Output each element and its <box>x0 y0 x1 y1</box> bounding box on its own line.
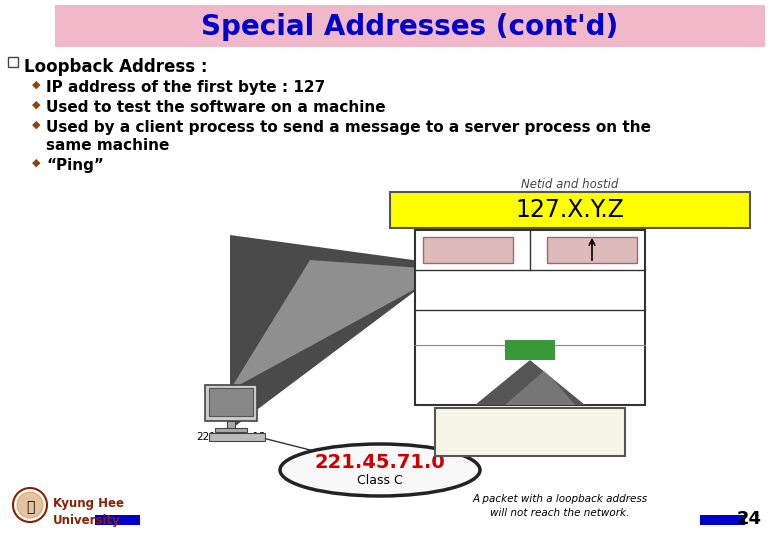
Text: IP address of the first byte : 127: IP address of the first byte : 127 <box>46 80 325 95</box>
Bar <box>227 421 235 428</box>
Ellipse shape <box>280 444 480 496</box>
Text: Process 1: Process 1 <box>440 244 496 256</box>
Text: Netid and hostid: Netid and hostid <box>521 178 619 191</box>
Bar <box>435 408 625 456</box>
Text: ◆: ◆ <box>32 80 41 90</box>
Circle shape <box>17 492 43 518</box>
Bar <box>415 230 645 405</box>
Bar <box>95 515 140 525</box>
Text: TCP or UDP: TCP or UDP <box>493 284 567 296</box>
Bar <box>547 237 637 263</box>
Text: 24: 24 <box>737 510 762 528</box>
Text: Class C: Class C <box>357 474 403 487</box>
Bar <box>700 515 745 525</box>
Text: IP: IP <box>524 321 536 334</box>
Text: 221.45.71.12: 221.45.71.12 <box>196 432 266 442</box>
Text: ◆: ◆ <box>32 158 41 168</box>
Polygon shape <box>475 360 585 405</box>
Text: ◆: ◆ <box>32 100 41 110</box>
Bar <box>505 340 555 360</box>
Text: Process 2: Process 2 <box>564 244 620 256</box>
Text: A packet with a loopback address
will not reach the network.: A packet with a loopback address will no… <box>473 494 647 518</box>
Text: 221.45.71.0: 221.45.71.0 <box>314 453 445 471</box>
Text: Loopback Address :: Loopback Address : <box>24 58 207 76</box>
Polygon shape <box>230 260 450 390</box>
Bar <box>390 192 750 228</box>
Bar <box>209 388 253 416</box>
Text: Kyung Hee
University: Kyung Hee University <box>53 497 124 527</box>
Polygon shape <box>230 235 450 430</box>
Text: Used to test the software on a machine: Used to test the software on a machine <box>46 100 385 115</box>
Bar <box>205 385 257 421</box>
Bar <box>215 428 247 432</box>
Polygon shape <box>505 370 575 405</box>
Bar <box>8 57 18 67</box>
FancyBboxPatch shape <box>210 434 265 442</box>
Text: 127.X.Y.Z: 127.X.Y.Z <box>516 198 625 222</box>
Text: ◆: ◆ <box>32 120 41 130</box>
Text: 127.x.y.z: 127.x.y.z <box>505 438 555 448</box>
Text: ⛪: ⛪ <box>26 500 34 514</box>
Text: “Ping”: “Ping” <box>46 158 104 173</box>
Text: Used by a client process to send a message to a server process on the: Used by a client process to send a messa… <box>46 120 651 135</box>
Text: Special Addresses (cont'd): Special Addresses (cont'd) <box>201 13 619 41</box>
Bar <box>423 237 513 263</box>
Text: same machine: same machine <box>46 138 169 153</box>
Text: Destination address:: Destination address: <box>473 422 587 432</box>
Bar <box>55 5 765 47</box>
